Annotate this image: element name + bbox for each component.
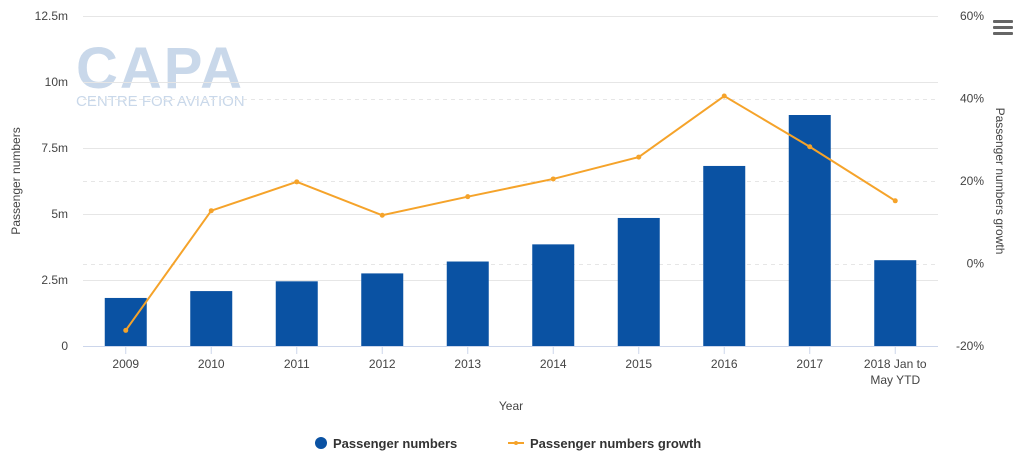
growth-point <box>208 208 214 214</box>
x-tick-label: 2015 <box>625 357 652 371</box>
y-tick-label: 0 <box>61 339 68 353</box>
x-tick-label: 2012 <box>369 357 396 371</box>
y2-tick-label: 60% <box>960 9 984 23</box>
y-tick-label: 7.5m <box>41 141 68 155</box>
x-tick-label: 2017 <box>796 357 823 371</box>
x-tick-label: 2014 <box>540 357 567 371</box>
legend-item-line[interactable]: Passenger numbers growth <box>508 436 701 451</box>
growth-point <box>550 176 556 182</box>
y2-axis-title: Passenger numbers growth <box>993 108 1007 255</box>
growth-point <box>379 212 385 218</box>
growth-point <box>294 179 300 185</box>
line-series <box>123 93 898 333</box>
legend-line-dot <box>514 441 518 445</box>
legend-bar-marker <box>315 437 327 449</box>
x-tick-label: 2013 <box>454 357 481 371</box>
growth-point <box>807 144 813 150</box>
y-tick-label: 12.5m <box>35 9 68 23</box>
legend-line-label: Passenger numbers growth <box>530 436 701 451</box>
growth-point <box>892 198 898 204</box>
y2-tick-label: 0% <box>967 257 985 271</box>
growth-line <box>124 94 896 331</box>
bar <box>874 260 917 346</box>
y-tick-label: 5m <box>51 207 68 221</box>
left-axis-ticks: 0 2.5m 5m 7.5m 10m 12.5m <box>35 9 69 353</box>
growth-point <box>721 93 727 99</box>
bar <box>532 244 575 346</box>
y2-tick-label: -20% <box>956 339 984 353</box>
legend: Passenger numbers Passenger numbers grow… <box>315 436 701 451</box>
x-tick-label: 2011 <box>284 357 310 371</box>
x-axis-ticks: 2009 2010 2011 2012 2013 2014 2015 2016 2017 2018… <box>112 346 927 387</box>
growth-point <box>123 327 129 333</box>
capa-watermark: CAPA CENTRE FOR AVIATION <box>76 36 245 110</box>
y-tick-label: 2.5m <box>41 273 68 287</box>
bar <box>190 291 233 346</box>
y2-tick-label: 20% <box>960 174 984 188</box>
watermark-tagline: CENTRE FOR AVIATION <box>76 93 245 110</box>
bar <box>104 297 147 346</box>
x-axis-title: Year <box>499 399 523 413</box>
bar <box>361 273 404 346</box>
x-tick-label: 2009 <box>112 357 139 371</box>
y2-tick-label: 40% <box>960 92 984 106</box>
gridlines <box>83 16 938 347</box>
bar <box>275 281 318 346</box>
y-tick-label: 10m <box>45 75 68 89</box>
growth-point <box>636 154 642 160</box>
bar <box>788 115 831 346</box>
x-tick-label: 2016 <box>711 357 738 371</box>
watermark-brand: CAPA <box>76 36 244 101</box>
bar <box>446 261 489 346</box>
x-tick-label: 2010 <box>198 357 225 371</box>
right-axis-ticks: -20% 0% 20% 40% 60% <box>956 9 984 353</box>
bar-series <box>104 115 917 346</box>
legend-item-bars[interactable]: Passenger numbers <box>315 436 457 451</box>
bar <box>703 165 746 346</box>
legend-bar-label: Passenger numbers <box>333 436 457 451</box>
y-axis-title: Passenger numbers <box>9 127 23 234</box>
x-tick-label: 2018 Jan to May YTD <box>864 357 927 387</box>
growth-point <box>465 194 471 200</box>
hamburger-menu-icon[interactable] <box>993 20 1013 36</box>
bar <box>617 217 660 346</box>
